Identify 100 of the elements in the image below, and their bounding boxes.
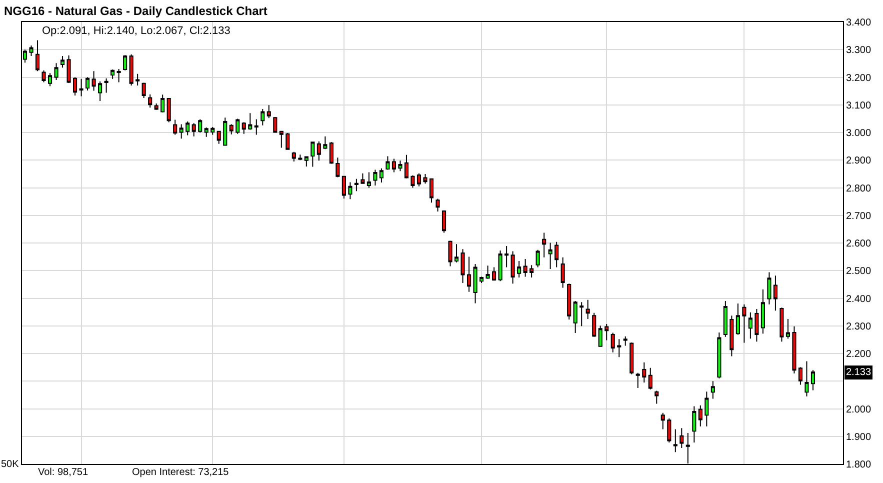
- candlestick: [104, 78, 108, 94]
- candlestick: [336, 157, 340, 178]
- candlestick: [648, 367, 652, 390]
- candlestick: [242, 122, 246, 134]
- y-tick-label: 2.600: [846, 238, 872, 250]
- candlestick: [773, 275, 778, 312]
- candlestick: [35, 40, 40, 72]
- candlestick: [304, 156, 308, 167]
- candlestick: [392, 158, 396, 173]
- candlestick: [110, 69, 115, 80]
- candlestick: [792, 326, 796, 374]
- candlestick: [498, 250, 502, 282]
- candlestick: [736, 303, 740, 336]
- candlestick: [510, 250, 515, 284]
- y-tick-label: 3.200: [846, 72, 872, 84]
- candlestick: [730, 315, 734, 357]
- y-tick-label: 2.900: [846, 156, 872, 167]
- candlestick: [323, 136, 328, 150]
- chart-title: NGG16 - Natural Gas - Daily Candlestick Chart: [4, 4, 268, 18]
- candlestick: [229, 124, 234, 135]
- y-tick-label: 3.300: [846, 45, 872, 56]
- candlestick: [223, 117, 228, 146]
- text: Open Interest: 73,215: [132, 467, 230, 478]
- candlestick: [698, 404, 702, 427]
- candlestick: [279, 130, 284, 148]
- candlestick: [42, 70, 46, 83]
- y-tick-label: 2.800: [846, 183, 872, 194]
- candlestick: [786, 318, 790, 340]
- candlestick: [760, 288, 765, 334]
- candlestick: [266, 104, 271, 119]
- annotation: Op:2.091, Hi:2.140, Lo:2.067, Cl:2.133: [42, 25, 230, 37]
- candlestick: [673, 428, 678, 453]
- y-tick-label: 2.200: [846, 349, 872, 360]
- candlestick: [723, 300, 728, 338]
- y-tick-label: 2.300: [846, 321, 872, 332]
- candlestick: [592, 312, 596, 338]
- y-tick-label: 1.800: [846, 460, 872, 470]
- candlestick: [667, 418, 672, 443]
- candlestick: [530, 264, 534, 278]
- candlestick: [360, 172, 365, 184]
- candlestick: [542, 232, 546, 258]
- candlestick: [86, 76, 90, 92]
- candlestick: [254, 118, 258, 136]
- candlestick: [692, 406, 696, 443]
- candlestick: [129, 54, 134, 86]
- candlestick: [636, 372, 640, 389]
- candlestick: [329, 142, 334, 164]
- candlestick: [748, 312, 752, 340]
- candlestick: [623, 336, 628, 346]
- candlestick: [436, 198, 440, 212]
- candlestick: [810, 370, 816, 391]
- candlestick: [216, 130, 221, 144]
- candlestick: [804, 360, 809, 397]
- candlestick: [604, 323, 609, 341]
- candlestick: [292, 151, 296, 162]
- candlestick: [504, 246, 509, 268]
- candlestick: [486, 265, 490, 280]
- y-tick-label: 3.100: [846, 100, 872, 112]
- candlestick: [342, 175, 346, 200]
- candlestick: [710, 380, 715, 400]
- candlestick: [66, 54, 71, 84]
- candlestick: [654, 390, 659, 404]
- candlestick: [54, 62, 58, 81]
- candlestick: [386, 156, 390, 170]
- candlestick: [148, 94, 152, 108]
- candlestick: [373, 169, 378, 186]
- candlestick: [173, 119, 178, 136]
- y-tick-label: 2.000: [846, 404, 872, 416]
- candlestick: [316, 140, 321, 162]
- candlestick: [536, 249, 540, 268]
- candlestick: [480, 276, 484, 284]
- candlestick: [136, 73, 140, 86]
- candlestick: [116, 68, 121, 83]
- text: 50K: [1, 459, 20, 470]
- candlestick: [660, 412, 665, 430]
- candlestick: [92, 70, 96, 92]
- candlestick: [198, 118, 202, 133]
- candlestick: [642, 362, 646, 384]
- candlestick: [586, 299, 590, 320]
- candlestick: [179, 124, 184, 140]
- candlestick: [142, 82, 146, 98]
- candlestick: [610, 332, 615, 353]
- y-tick-label: 2.400: [846, 294, 872, 305]
- candlestick: [704, 391, 709, 427]
- candlestick: [598, 325, 602, 348]
- candlestick: [567, 283, 572, 320]
- y-tick-label: 2.700: [846, 210, 872, 222]
- candlestick: [423, 173, 428, 184]
- candlestick: [236, 118, 240, 134]
- candlestick: [166, 97, 171, 123]
- candlestick: [29, 44, 34, 56]
- candlestick: [680, 428, 684, 448]
- candlestick: [742, 304, 746, 344]
- candlestick: [273, 116, 278, 133]
- candlestick: [573, 300, 578, 334]
- candlestick: [204, 127, 208, 138]
- candlestick: [210, 126, 215, 136]
- candlestick: [517, 260, 522, 278]
- candlestick: [717, 332, 722, 379]
- candlestick: [448, 240, 452, 267]
